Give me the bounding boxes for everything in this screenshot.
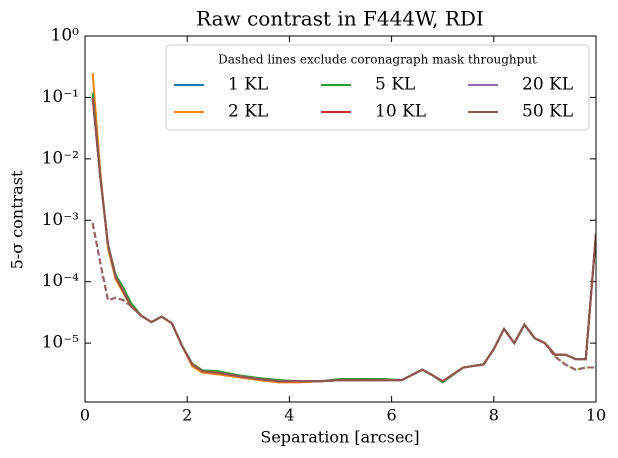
dashed-line bbox=[91, 222, 596, 384]
dashed-line bbox=[91, 222, 596, 383]
line bbox=[91, 97, 596, 383]
y-tick-label: 10⁻⁵ bbox=[42, 333, 80, 353]
x-tick-label: 8 bbox=[489, 406, 499, 425]
y-tick-label: 10⁻² bbox=[42, 148, 79, 168]
plot-frame bbox=[84, 35, 597, 403]
legend-label: 1 KL bbox=[228, 75, 268, 95]
x-axis-label: Separation [arcsec] bbox=[260, 428, 419, 447]
legend-label: 5 KL bbox=[375, 75, 415, 95]
dashed-line bbox=[91, 222, 596, 383]
x-tick-label: 10 bbox=[586, 406, 606, 425]
legend-label: 50 KL bbox=[522, 102, 573, 122]
legend-label: 10 KL bbox=[375, 102, 426, 122]
x-tick-label: 4 bbox=[284, 406, 294, 425]
y-axis-label: 5-σ contrast bbox=[8, 170, 27, 269]
dashed-line bbox=[91, 222, 596, 383]
line bbox=[91, 92, 596, 384]
legend-label: 2 KL bbox=[228, 102, 268, 122]
y-tick-label: 10⁰ bbox=[51, 26, 80, 46]
dashed-line bbox=[91, 222, 596, 383]
legend-title: Dashed lines exclude coronagraph mask th… bbox=[218, 53, 537, 67]
y-tick-label: 10⁻³ bbox=[42, 210, 79, 230]
line bbox=[91, 97, 596, 383]
legend-box bbox=[165, 44, 590, 131]
x-tick-label: 2 bbox=[182, 406, 192, 425]
line bbox=[91, 97, 596, 383]
x-tick-label: 6 bbox=[387, 406, 397, 425]
dashed-line bbox=[91, 222, 596, 384]
legend-label: 20 KL bbox=[522, 75, 573, 95]
y-tick-label: 10⁻⁴ bbox=[42, 271, 80, 291]
y-tick-label: 10⁻¹ bbox=[42, 87, 79, 107]
x-tick-label: 0 bbox=[80, 406, 90, 425]
line bbox=[91, 97, 596, 383]
chart-title: Raw contrast in F444W, RDI bbox=[196, 7, 484, 31]
